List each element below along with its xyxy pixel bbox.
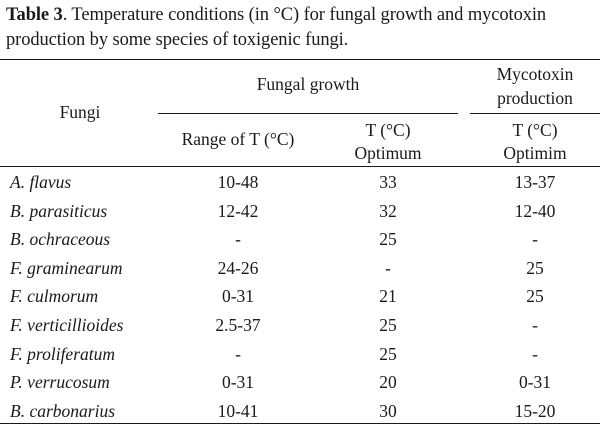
cell-mycotoxin: -	[532, 315, 538, 335]
header-optimum-line2: Optimum	[354, 143, 422, 163]
header-mycotoxin-line1: Mycotoxin	[496, 64, 574, 84]
cell-mycotoxin: 25	[526, 257, 544, 278]
cell-optimum: 33	[379, 172, 397, 192]
cell-range: 24-26	[217, 257, 259, 278]
header-fungi: Fungi	[59, 102, 101, 122]
header-mycotoxin-line2: production	[497, 88, 573, 108]
cell-optimum: 30	[379, 400, 397, 421]
cell-mycotoxin: 25	[526, 286, 544, 307]
header-optimim-line1: T (°C)	[512, 120, 558, 140]
cell-range: 10-48	[217, 172, 259, 192]
table-bottom-rule	[0, 423, 600, 424]
cell-range: 0-31	[221, 372, 255, 393]
cell-fungus: F. proliferatum	[10, 343, 116, 364]
cell-fungus: A. flavus	[10, 172, 72, 192]
cell-fungus: F. culmorum	[10, 286, 99, 307]
table-caption: Table 3. Temperature conditions (in °C) …	[6, 3, 596, 53]
cell-optimum: -	[385, 257, 391, 278]
cell-optimum: 25	[379, 343, 397, 364]
header-optimum-line1: T (°C)	[365, 120, 411, 140]
caption-label: Table 3	[6, 5, 63, 25]
cell-fungus: F. graminearum	[10, 257, 123, 278]
cell-fungus: P. verrucosum	[10, 372, 110, 393]
cell-range: -	[235, 229, 241, 250]
cell-range: -	[235, 343, 241, 364]
growth-group-rule	[158, 113, 458, 114]
cell-fungus: B. ochraceous	[10, 229, 111, 250]
cell-optimum: 25	[379, 229, 397, 250]
cell-mycotoxin: 12-40	[514, 200, 556, 221]
cell-optimum: 25	[379, 315, 397, 335]
caption-text: . Temperature conditions (in °C) for fun…	[6, 5, 547, 50]
header-range: Range of T (°C)	[181, 129, 295, 149]
cell-optimum: 21	[379, 286, 397, 307]
cell-mycotoxin: -	[532, 343, 538, 364]
header-fungal-growth: Fungal growth	[256, 74, 360, 94]
cell-range: 0-31	[221, 286, 255, 307]
cell-range: 2.5-37	[215, 315, 261, 335]
cell-range: 10-41	[217, 400, 259, 421]
cell-mycotoxin: 15-20	[514, 400, 556, 421]
header-bottom-rule	[0, 166, 600, 167]
mycotoxin-group-rule	[470, 113, 600, 114]
cell-optimum: 20	[379, 372, 397, 393]
cell-fungus: B. carbonarius	[10, 400, 115, 421]
cell-range: 12-42	[217, 200, 259, 221]
table-top-rule	[0, 59, 600, 60]
cell-fungus: B. parasiticus	[10, 200, 108, 221]
cell-mycotoxin: -	[532, 229, 538, 250]
cell-mycotoxin: 13-37	[514, 172, 556, 192]
header-optimim-line2: Optimim	[503, 143, 567, 163]
cell-mycotoxin: 0-31	[518, 372, 552, 393]
cell-fungus: F. verticillioides	[10, 315, 124, 335]
cell-optimum: 32	[379, 200, 397, 221]
